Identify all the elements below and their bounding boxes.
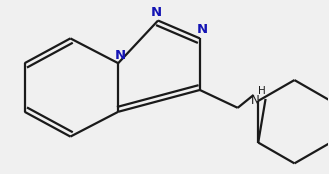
- Text: N: N: [196, 23, 207, 36]
- Text: N: N: [114, 49, 126, 62]
- Text: N: N: [251, 94, 260, 107]
- Text: N: N: [150, 6, 162, 19]
- Text: H: H: [258, 86, 266, 96]
